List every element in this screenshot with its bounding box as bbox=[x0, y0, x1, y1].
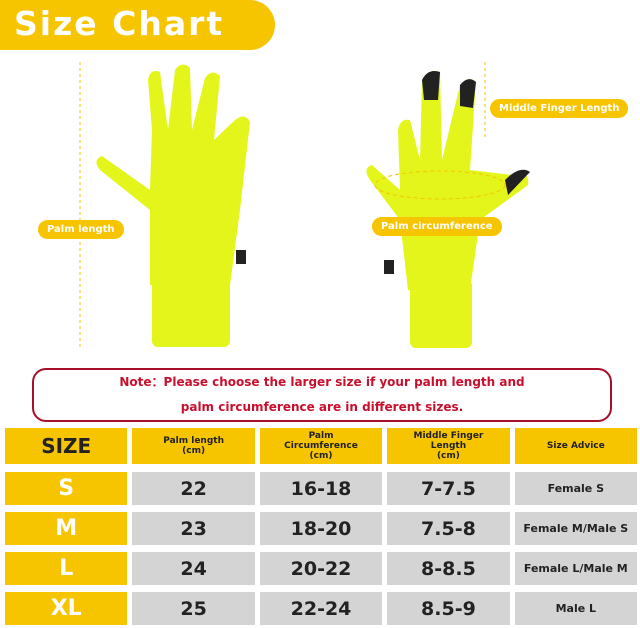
palm-length-cell: 23 bbox=[132, 512, 255, 545]
palm-length-cell: 24 bbox=[132, 552, 255, 585]
note-box: Note：Please choose the larger size if yo… bbox=[32, 368, 612, 422]
middle-finger-length-label: Middle Finger Length bbox=[490, 99, 629, 118]
header-palm-circumference: Palm Circumference (cm) bbox=[259, 428, 383, 464]
table-header: SIZE Palm length (cm) Palm Circumference… bbox=[5, 428, 638, 464]
size-cell: M bbox=[5, 512, 128, 545]
header-palm-length: Palm length (cm) bbox=[132, 428, 255, 464]
palm-length-cell: 22 bbox=[132, 472, 255, 505]
palm-circumference-cell: 16-18 bbox=[259, 472, 383, 505]
palm-circumference-cell: 18-20 bbox=[259, 512, 383, 545]
header-size: SIZE bbox=[5, 428, 128, 464]
palm-circumference-label: Palm circumference bbox=[372, 217, 502, 236]
palm-length-label: Palm length bbox=[38, 220, 124, 239]
table-row: M 23 18-20 7.5-8 Female M/Male S bbox=[5, 512, 638, 545]
middle-finger-cell: 8.5-9 bbox=[387, 592, 510, 625]
size-advice-cell: Male L bbox=[514, 592, 638, 625]
size-advice-cell: Female L/Male M bbox=[514, 552, 638, 585]
title-banner: Size Chart bbox=[0, 0, 275, 50]
size-cell: L bbox=[5, 552, 128, 585]
glove-illustration bbox=[79, 62, 530, 350]
table-row: S 22 16-18 7-7.5 Female S bbox=[5, 472, 638, 505]
header-middle-finger: Middle Finger Length (cm) bbox=[387, 428, 510, 464]
table-row: XL 25 22-24 8.5-9 Male L bbox=[5, 592, 638, 625]
size-advice-cell: Female M/Male S bbox=[514, 512, 638, 545]
note-line-1: Note：Please choose the larger size if yo… bbox=[119, 375, 525, 389]
table-row: L 24 20-22 8-8.5 Female L/Male M bbox=[5, 552, 638, 585]
middle-finger-cell: 8-8.5 bbox=[387, 552, 510, 585]
page-title: Size Chart bbox=[14, 4, 225, 43]
palm-length-cell: 25 bbox=[132, 592, 255, 625]
size-advice-cell: Female S bbox=[514, 472, 638, 505]
middle-finger-cell: 7.5-8 bbox=[387, 512, 510, 545]
palm-circumference-cell: 22-24 bbox=[259, 592, 383, 625]
header-size-advice: Size Advice bbox=[514, 428, 638, 464]
size-cell: XL bbox=[5, 592, 128, 625]
size-cell: S bbox=[5, 472, 128, 505]
middle-finger-cell: 7-7.5 bbox=[387, 472, 510, 505]
note-line-2: palm circumference are in different size… bbox=[180, 400, 464, 414]
palm-circumference-cell: 20-22 bbox=[259, 552, 383, 585]
glove-back bbox=[96, 64, 250, 347]
